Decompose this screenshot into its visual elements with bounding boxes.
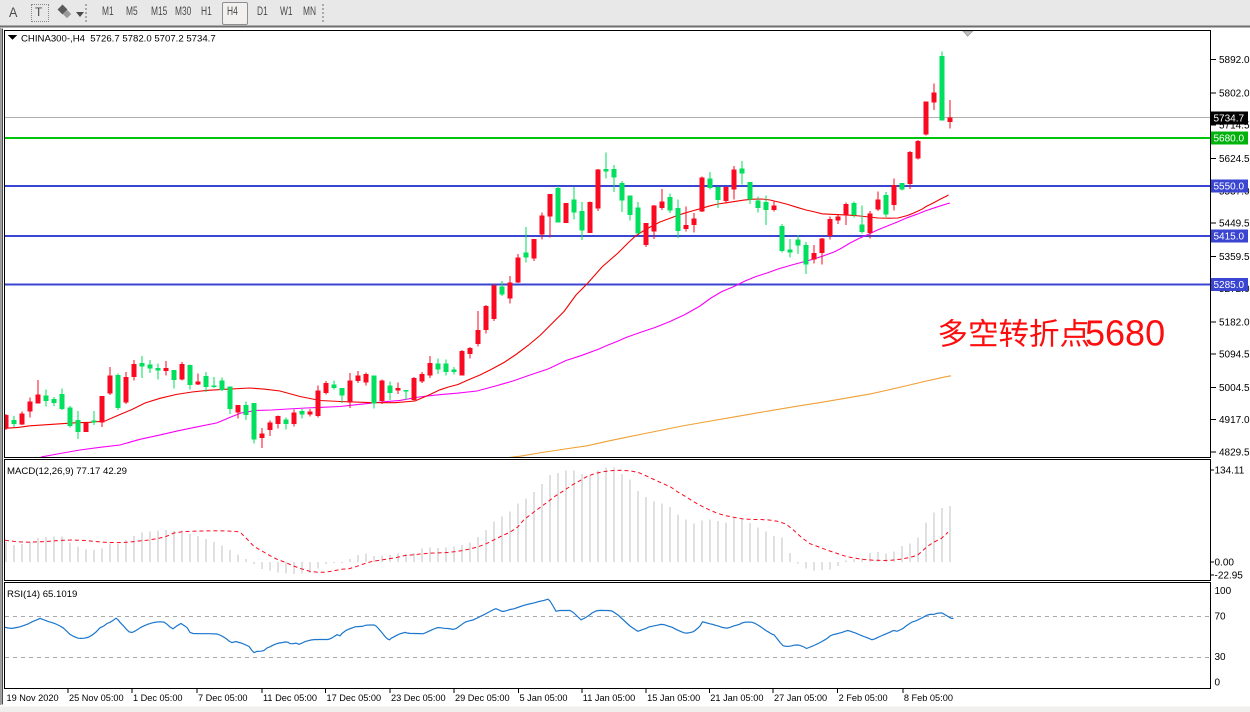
svg-text:5680.0: 5680.0 — [1214, 134, 1245, 145]
svg-text:4917.0: 4917.0 — [1219, 415, 1250, 426]
svg-text:5550.0: 5550.0 — [1214, 182, 1245, 193]
svg-text:5 Jan 05:00: 5 Jan 05:00 — [520, 693, 568, 703]
svg-text:19 Nov 2020: 19 Nov 2020 — [7, 693, 59, 703]
svg-text:5449.5: 5449.5 — [1219, 219, 1250, 230]
svg-text:5892.0: 5892.0 — [1219, 55, 1250, 66]
svg-text:100: 100 — [1215, 586, 1232, 597]
svg-text:5094.5: 5094.5 — [1219, 350, 1250, 361]
svg-text:5734.7: 5734.7 — [1214, 113, 1245, 124]
svg-text:15 Jan 05:00: 15 Jan 05:00 — [647, 693, 700, 703]
svg-text:11 Jan 05:00: 11 Jan 05:00 — [583, 693, 635, 703]
svg-text:5802.0: 5802.0 — [1219, 88, 1250, 99]
svg-text:30: 30 — [1215, 652, 1227, 663]
svg-text:5624.5: 5624.5 — [1219, 154, 1250, 165]
svg-text:5680: 5680 — [1085, 313, 1165, 354]
svg-text:11 Dec 05:00: 11 Dec 05:00 — [263, 693, 317, 703]
svg-text:5359.5: 5359.5 — [1219, 252, 1250, 263]
svg-text:5285.0: 5285.0 — [1214, 280, 1245, 291]
svg-text:-22.95: -22.95 — [1215, 571, 1244, 582]
svg-text:MACD(12,26,9) 77.17 42.29: MACD(12,26,9) 77.17 42.29 — [7, 466, 127, 477]
svg-text:CHINA300-,H4 5726.7 5782.0 57: CHINA300-,H4 5726.7 5782.0 5707.2 5734.7 — [21, 34, 216, 45]
svg-text:27 Jan 05:00: 27 Jan 05:00 — [774, 693, 827, 703]
svg-text:5182.0: 5182.0 — [1219, 317, 1250, 328]
svg-text:RSI(14) 65.1019: RSI(14) 65.1019 — [7, 589, 77, 600]
svg-text:0.00: 0.00 — [1215, 558, 1235, 569]
svg-text:7 Dec 05:00: 7 Dec 05:00 — [198, 693, 248, 703]
svg-text:21 Jan 05:00: 21 Jan 05:00 — [710, 693, 763, 703]
svg-text:70: 70 — [1215, 612, 1227, 623]
svg-text:17 Dec 05:00: 17 Dec 05:00 — [327, 693, 382, 703]
svg-text:134.11: 134.11 — [1215, 466, 1245, 477]
svg-text:23 Dec 05:00: 23 Dec 05:00 — [391, 693, 446, 703]
svg-text:25 Nov 05:00: 25 Nov 05:00 — [69, 693, 124, 703]
svg-text:5004.5: 5004.5 — [1219, 383, 1250, 394]
svg-text:29 Dec 05:00: 29 Dec 05:00 — [455, 693, 510, 703]
svg-text:1 Dec 05:00: 1 Dec 05:00 — [133, 693, 183, 703]
svg-text:5714.5: 5714.5 — [1219, 121, 1250, 132]
svg-text:5415.0: 5415.0 — [1214, 232, 1245, 243]
svg-text:2 Feb 05:00: 2 Feb 05:00 — [839, 693, 888, 703]
svg-text:0: 0 — [1215, 678, 1221, 689]
svg-text:4829.5: 4829.5 — [1219, 448, 1250, 459]
svg-text:8 Feb 05:00: 8 Feb 05:00 — [904, 693, 953, 703]
